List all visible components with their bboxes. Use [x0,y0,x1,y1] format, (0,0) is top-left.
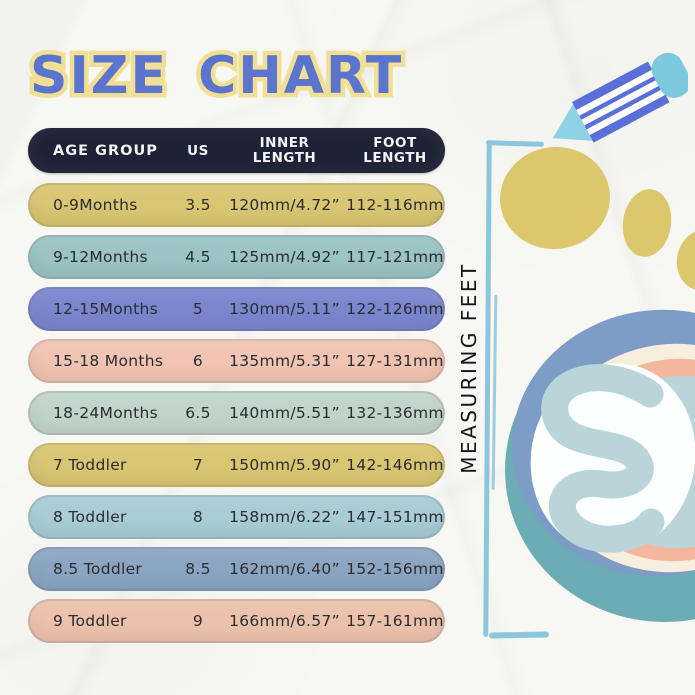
cell-foot-length: 152-156mm [346,560,444,578]
cell-inner-length: 140mm/5.51” [229,404,340,422]
cell-us-size: 4.5 [185,248,211,266]
cell-age-group: 7 Toddler [53,456,127,474]
header-inner-length: INNER LENGTH [252,134,317,166]
cell-inner-length: 162mm/6.40” [229,560,340,578]
cell-us-size: 7 [192,456,204,474]
cell-us-size: 5 [192,300,204,318]
cell-inner-length: 130mm/5.11” [229,300,340,318]
cell-age-group: 0-9Months [53,196,138,214]
cell-us-size: 6.5 [185,404,211,422]
cell-foot-length: 157-161mm [346,612,444,630]
cell-foot-length: 147-151mm [346,508,444,526]
cell-foot-length: 122-126mm [346,300,444,318]
table-header-row: AGE GROUP US INNER LENGTH FOOT LENGTH [28,128,445,173]
cell-inner-length: 166mm/6.57” [229,612,340,630]
cell-foot-length: 132-136mm [346,404,444,422]
table-row: 9-12Months 4.5 125mm/4.92” 117-121mm [28,235,445,279]
table-row: 9 Toddler 9 166mm/6.57” 157-161mm [28,599,445,643]
cell-age-group: 9 Toddler [53,612,127,630]
third-toe-blob [676,229,695,291]
cell-age-group: 8.5 Toddler [53,560,143,578]
size-table: AGE GROUP US INNER LENGTH FOOT LENGTH 0-… [28,128,445,643]
table-row: 12-15Months 5 130mm/5.11” 122-126mm [28,287,445,331]
cell-age-group: 8 Toddler [53,508,127,526]
cell-foot-length: 127-131mm [346,352,444,370]
cell-us-size: 8 [192,508,204,526]
header-age-group: AGE GROUP [53,142,158,159]
cell-foot-length: 117-121mm [346,248,444,266]
table-row: 8 Toddler 8 158mm/6.22” 147-151mm [28,495,445,539]
pencil-icon [552,52,688,143]
header-foot-length: FOOT LENGTH [363,134,427,166]
cell-inner-length: 158mm/6.22” [229,508,340,526]
size-table-rows: 0-9Months 3.5 120mm/4.72” 112-116mm 9-12… [28,183,445,643]
cell-age-group: 9-12Months [53,248,148,266]
cell-foot-length: 112-116mm [346,196,444,214]
foot-illustration [500,146,695,622]
big-toe-blob [500,146,610,250]
second-toe-blob [622,189,672,257]
cell-us-size: 9 [192,612,204,630]
header-us: US [187,142,209,159]
table-row: 18-24Months 6.5 140mm/5.51” 132-136mm [28,391,445,435]
table-row: 7 Toddler 7 150mm/5.90” 142-146mm [28,443,445,487]
cell-inner-length: 125mm/4.92” [229,248,340,266]
table-row: 8.5 Toddler 8.5 162mm/6.40” 152-156mm [28,547,445,591]
table-row: 15-18 Months 6 135mm/5.31” 127-131mm [28,339,445,383]
cell-age-group: 12-15Months [53,300,158,318]
cell-foot-length: 142-146mm [346,456,444,474]
cell-age-group: 18-24Months [53,404,158,422]
page-title: SIZE CHART [25,42,405,111]
cell-inner-length: 135mm/5.31” [229,352,340,370]
cell-us-size: 3.5 [185,196,211,214]
cell-inner-length: 120mm/4.72” [229,196,340,214]
cell-us-size: 6 [192,352,204,370]
cell-inner-length: 150mm/5.90” [229,456,340,474]
cell-us-size: 8.5 [185,560,211,578]
foot-squiggle [541,364,665,553]
table-row: 0-9Months 3.5 120mm/4.72” 112-116mm [28,183,445,227]
cell-age-group: 15-18 Months [53,352,164,370]
